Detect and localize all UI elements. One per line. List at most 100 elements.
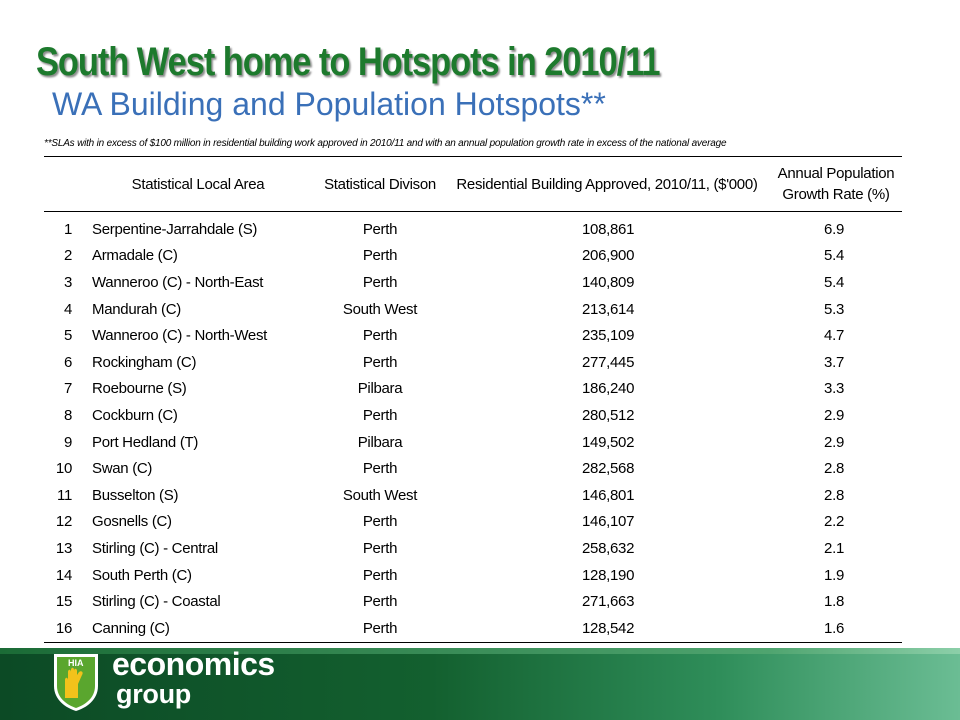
hotspots-table: Statistical Local Area Statistical Divis… <box>44 156 902 643</box>
area-cell: Canning (C) <box>92 619 170 637</box>
division-cell: Perth <box>362 353 398 371</box>
growth-cell: 2.9 <box>824 406 844 424</box>
residential-cell: 235,109 <box>582 327 635 345</box>
logo-word-group: group <box>116 679 191 709</box>
residential-cell: 140,809 <box>582 273 635 291</box>
rank-cell: 15 <box>55 593 72 611</box>
residential-cell: 128,190 <box>582 566 635 584</box>
table-row: 6 Rockingham (C) Perth 277,445 3.7 <box>44 349 902 376</box>
residential-cell: 146,801 <box>582 486 635 504</box>
area-cell: Gosnells (C) <box>92 513 172 531</box>
area-cell: Busselton (S) <box>92 486 179 504</box>
residential-cell: 258,632 <box>582 539 635 557</box>
residential-cell: 277,445 <box>582 353 635 371</box>
growth-cell: 6.9 <box>824 220 844 238</box>
division-cell: South West <box>342 486 418 504</box>
table-row: 12 Gosnells (C) Perth 146,107 2.2 <box>44 509 902 536</box>
growth-cell: 2.8 <box>824 486 844 504</box>
rank-cell: 5 <box>63 327 72 345</box>
area-cell: South Perth (C) <box>92 566 192 584</box>
growth-cell: 3.3 <box>824 380 844 398</box>
area-cell: Wanneroo (C) - North-West <box>92 327 268 345</box>
rank-cell: 2 <box>63 247 72 265</box>
header-growth-line1: Annual Population <box>777 165 895 182</box>
table-body: 1 Serpentine-Jarrahdale (S) Perth 108,861 6.… <box>44 212 902 642</box>
footer-stripe <box>0 648 960 654</box>
footnote: **SLAs with in excess of $100 million in… <box>44 138 727 149</box>
rank-cell: 14 <box>55 566 72 584</box>
division-cell: Perth <box>362 327 398 345</box>
area-cell: Stirling (C) - Coastal <box>92 593 221 611</box>
area-cell: Wanneroo (C) - North-East <box>92 273 264 291</box>
growth-cell: 2.9 <box>824 433 844 451</box>
rank-cell: 10 <box>55 460 72 478</box>
area-cell: Serpentine-Jarrahdale (S) <box>92 220 258 238</box>
table-row: 4 Mandurah (C) South West 213,614 5.3 <box>44 296 902 323</box>
division-cell: Pilbara <box>357 380 403 398</box>
rank-cell: 11 <box>57 486 72 504</box>
residential-cell: 206,900 <box>582 247 635 265</box>
table-row: 3 Wanneroo (C) - North-East Perth 140,809 5.… <box>44 269 902 296</box>
rank-cell: 1 <box>63 220 72 238</box>
residential-cell: 280,512 <box>582 406 635 424</box>
area-cell: Cockburn (C) <box>92 406 178 424</box>
area-cell: Roebourne (S) <box>92 380 187 398</box>
division-cell: Perth <box>362 593 398 611</box>
growth-cell: 5.4 <box>824 273 844 291</box>
residential-cell: 128,542 <box>582 619 635 637</box>
header-growth-line2: Growth Rate (%) <box>782 186 890 203</box>
table-header-row: Statistical Local Area Statistical Divis… <box>44 156 902 212</box>
hia-logo-text: HIA <box>68 658 84 668</box>
rank-cell: 3 <box>63 273 72 291</box>
table-row: 11 Busselton (S) South West 146,801 2.8 <box>44 482 902 509</box>
growth-cell: 1.9 <box>824 566 844 584</box>
residential-cell: 149,502 <box>582 433 635 451</box>
header-division: Statistical Divison <box>324 175 436 193</box>
area-cell: Armadale (C) <box>92 247 178 265</box>
division-cell: Perth <box>362 539 398 557</box>
residential-cell: 186,240 <box>582 380 635 398</box>
growth-cell: 2.1 <box>824 539 844 557</box>
table-row: 7 Roebourne (S) Pilbara 186,240 3.3 <box>44 376 902 403</box>
header-area: Statistical Local Area <box>131 175 265 193</box>
division-cell: Perth <box>362 619 398 637</box>
division-cell: Perth <box>362 513 398 531</box>
area-cell: Port Hedland (T) <box>92 433 199 451</box>
division-cell: Perth <box>362 460 398 478</box>
area-cell: Rockingham (C) <box>92 353 197 371</box>
division-cell: Perth <box>362 406 398 424</box>
growth-cell: 1.6 <box>824 619 844 637</box>
slide-title: South West home to Hotspots in 2010/11 <box>36 40 660 84</box>
header-growth: Annual Population Growth Rate (%) <box>770 157 902 212</box>
growth-cell: 5.4 <box>824 247 844 265</box>
table-row: 5 Wanneroo (C) - North-West Perth 235,109 4.… <box>44 322 902 349</box>
rank-cell: 7 <box>63 380 72 398</box>
rank-cell: 6 <box>63 353 72 371</box>
growth-cell: 3.7 <box>824 353 844 371</box>
residential-cell: 146,107 <box>582 513 635 531</box>
growth-cell: 5.3 <box>824 300 844 318</box>
growth-cell: 2.2 <box>824 513 844 531</box>
footer-bar <box>0 648 960 720</box>
area-cell: Swan (C) <box>92 460 153 478</box>
table-row: 1 Serpentine-Jarrahdale (S) Perth 108,861 6.… <box>44 212 902 243</box>
header-rank <box>44 157 80 212</box>
hia-logo-icon: HIA <box>54 654 98 711</box>
table-row: 16 Canning (C) Perth 128,542 1.6 <box>44 615 902 642</box>
header-residential: Residential Building Approved, 2010/11, … <box>456 175 758 193</box>
division-cell: South West <box>342 300 418 318</box>
growth-cell: 1.8 <box>824 593 844 611</box>
division-cell: Pilbara <box>357 433 403 451</box>
logo-word-economics: economics <box>112 646 275 682</box>
rank-cell: 16 <box>55 619 72 637</box>
slide-subtitle: WA Building and Population Hotspots** <box>52 86 606 122</box>
growth-cell: 4.7 <box>824 327 844 345</box>
table-row: 15 Stirling (C) - Coastal Perth 271,663 1.8 <box>44 588 902 615</box>
table-row: 2 Armadale (C) Perth 206,900 5.4 <box>44 243 902 270</box>
rank-cell: 8 <box>63 406 72 424</box>
table-row: 9 Port Hedland (T) Pilbara 149,502 2.9 <box>44 429 902 456</box>
residential-cell: 282,568 <box>582 460 635 478</box>
residential-cell: 271,663 <box>582 593 635 611</box>
area-cell: Stirling (C) - Central <box>92 539 218 557</box>
rank-cell: 9 <box>63 433 72 451</box>
